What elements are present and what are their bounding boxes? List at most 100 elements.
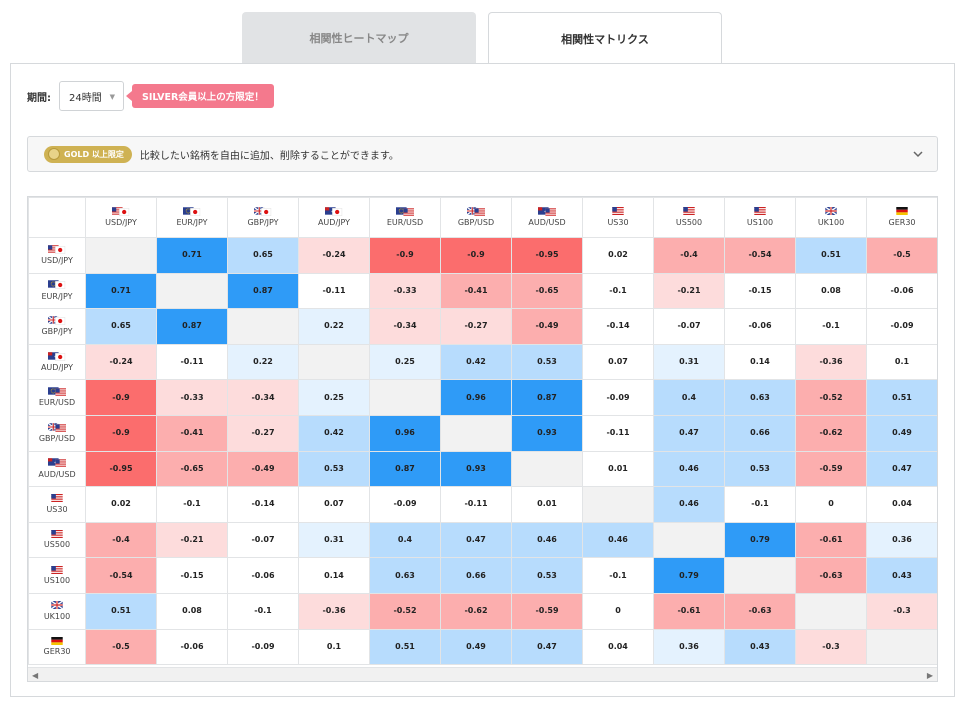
row-header-label: GER30: [43, 647, 71, 657]
diagonal-cell: [156, 272, 228, 310]
correlation-cell: 0.22: [298, 308, 370, 345]
correlation-cell: -0.62: [440, 592, 512, 630]
correlation-cell: -0.36: [298, 592, 370, 630]
correlation-cell: 0.02: [85, 486, 157, 523]
correlation-cell: -0.61: [653, 592, 725, 630]
correlation-cell: 0.47: [653, 414, 725, 452]
chevron-down-icon[interactable]: [911, 147, 925, 161]
correlation-cell: -0.62: [795, 414, 867, 452]
correlation-cell: -0.4: [653, 237, 725, 274]
correlation-cell: 0.53: [511, 343, 583, 381]
correlation-cell: 0.31: [298, 521, 370, 559]
flag-icon: [47, 315, 66, 328]
row-header: GBP/USD: [28, 414, 86, 452]
correlation-value: -0.21: [180, 535, 204, 545]
flag-icon: [48, 244, 66, 257]
correlation-value: 0.02: [111, 499, 131, 509]
diagonal-cell: [440, 414, 512, 452]
flag-icon: [754, 207, 766, 218]
diagonal-cell: [85, 237, 157, 274]
correlation-value: -0.5: [893, 250, 911, 260]
correlation-value: 0.53: [324, 463, 344, 473]
correlation-cell: -0.33: [369, 272, 441, 310]
correlation-value: 0.65: [253, 250, 273, 260]
correlation-cell: 0.25: [369, 343, 441, 381]
column-header: GBP/JPY: [227, 197, 299, 238]
correlation-value: -0.9: [396, 250, 414, 260]
correlation-cell: -0.06: [156, 628, 228, 666]
gold-feature-bar[interactable]: GOLD 以上限定 比較したい銘柄を自由に追加、削除することができます。: [27, 136, 938, 172]
correlation-cell: -0.11: [156, 343, 228, 381]
flag-icon: [325, 207, 343, 219]
correlation-value: 0.46: [537, 535, 557, 545]
correlation-cell: 0.93: [511, 414, 583, 452]
correlation-value: -0.61: [677, 606, 701, 616]
correlation-value: 0.42: [324, 428, 344, 438]
table-row: GER30 -0.5 -0.06 -0.09 0.1 0.51 0.49 0.47 0.04 0.…: [28, 628, 937, 666]
correlation-value: -0.09: [393, 499, 417, 509]
correlation-value: -0.15: [748, 285, 772, 295]
correlation-cell: 0.47: [511, 628, 583, 666]
corner-cell: [28, 197, 86, 238]
tab-matrix[interactable]: 相関性マトリクス: [488, 12, 722, 65]
column-header: UK100: [795, 197, 867, 238]
correlation-value: -0.41: [180, 428, 204, 438]
correlation-cell: -0.54: [85, 557, 157, 594]
period-label: 期間:: [27, 92, 51, 104]
correlation-cell: -0.95: [85, 450, 157, 488]
correlation-cell: 0.43: [866, 557, 937, 594]
correlation-cell: 0.14: [298, 557, 370, 594]
correlation-matrix: USD/JPY EUR/JPY GBP/JPY AUD/JPY EUR/USD GBP/U…: [27, 196, 938, 682]
diagonal-cell: [227, 308, 299, 345]
column-header-label: AUD/USD: [528, 218, 566, 228]
correlation-value: 0.22: [324, 321, 344, 331]
correlation-value: -0.9: [467, 250, 485, 260]
correlation-cell: -0.5: [85, 628, 157, 666]
correlation-cell: -0.3: [866, 592, 937, 630]
correlation-cell: -0.49: [227, 450, 299, 488]
correlation-value: -0.33: [393, 285, 417, 295]
row-header-label: AUD/USD: [38, 469, 76, 479]
correlation-cell: 0.87: [369, 450, 441, 488]
correlation-value: -0.1: [254, 606, 272, 616]
correlation-value: 0.66: [750, 428, 770, 438]
correlation-cell: 0.47: [440, 521, 512, 559]
chevron-down-icon: ▼: [109, 93, 115, 101]
correlation-value: -0.1: [609, 285, 627, 295]
correlation-value: 0.1: [326, 641, 342, 651]
correlation-cell: 0.1: [866, 343, 937, 381]
correlation-value: -0.33: [180, 392, 204, 402]
period-value: 24時間: [69, 92, 102, 104]
correlation-value: -0.65: [535, 285, 559, 295]
correlation-cell: -0.41: [156, 414, 228, 452]
correlation-cell: 0.87: [156, 308, 228, 345]
scroll-right-icon[interactable]: ▶: [926, 671, 933, 680]
correlation-value: -0.1: [822, 321, 840, 331]
correlation-cell: -0.24: [85, 343, 157, 381]
correlation-cell: 0.07: [582, 343, 654, 381]
correlation-value: -0.49: [535, 321, 559, 331]
period-select[interactable]: 24時間 ▼: [59, 81, 124, 111]
flag-icon: [51, 529, 63, 541]
correlation-cell: 0.04: [582, 628, 654, 666]
correlation-cell: 0.47: [866, 450, 937, 488]
correlation-value: 0.46: [679, 463, 699, 473]
correlation-value: 0.51: [395, 641, 415, 651]
scroll-left-icon[interactable]: ◀: [32, 671, 39, 680]
period-row: 期間: 24時間 ▼ SILVER会員以上の方限定！: [27, 81, 274, 111]
column-header-label: GER30: [888, 217, 916, 227]
correlation-cell: -0.11: [440, 486, 512, 523]
column-header-label: AUD/JPY: [317, 218, 351, 228]
horizontal-scrollbar[interactable]: ◀ ▶: [28, 667, 937, 681]
correlation-cell: 0.51: [369, 628, 441, 666]
row-header: US30: [28, 486, 86, 523]
correlation-cell: 0.1: [298, 628, 370, 666]
tab-heatmap[interactable]: 相関性ヒートマップ: [242, 12, 476, 64]
column-header-label: USD/JPY: [105, 218, 137, 228]
correlation-value: 0.63: [395, 570, 415, 580]
correlation-cell: -0.07: [227, 521, 299, 559]
correlation-value: 0.87: [182, 321, 202, 331]
correlation-value: 0.25: [395, 357, 415, 367]
correlation-value: -0.54: [109, 570, 133, 580]
correlation-cell: 0.96: [440, 379, 512, 416]
